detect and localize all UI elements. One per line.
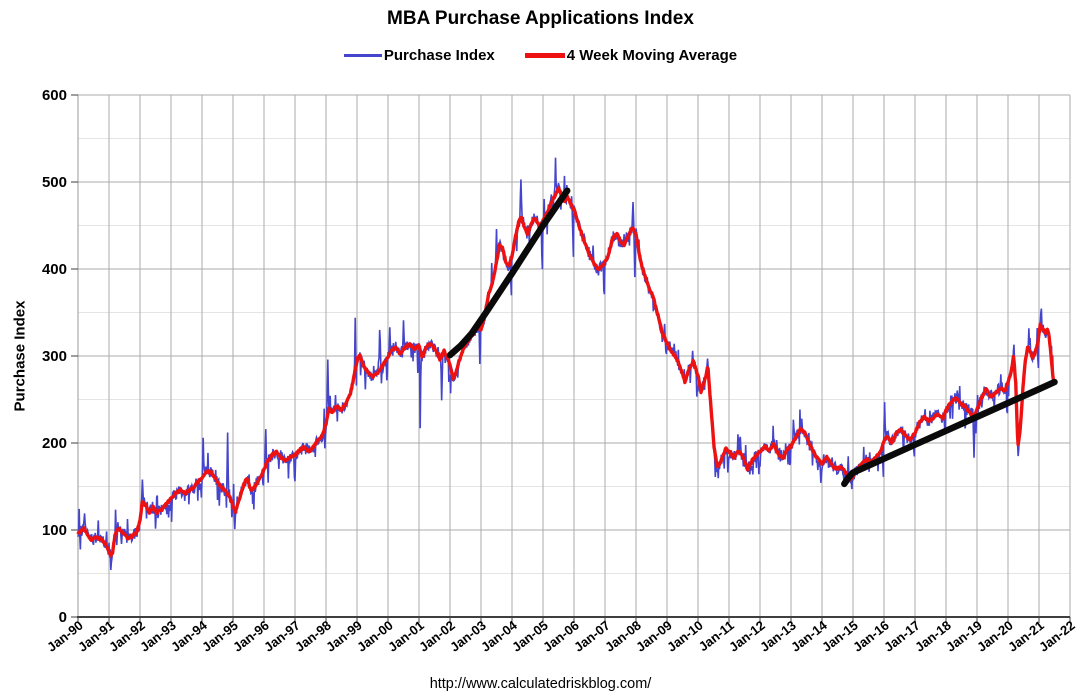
y-axis-tick-label: 400 [42, 261, 67, 278]
y-axis-tick-label: 600 [42, 87, 67, 104]
moving-average-series-line [76, 186, 1055, 558]
source-url: http://www.calculatedriskblog.com/ [429, 676, 652, 692]
legend-label-moving-average: 4 Week Moving Average [566, 47, 738, 64]
y-axis-tick-label: 500 [42, 174, 67, 191]
legend-item-moving-average: 4 Week Moving Average [524, 47, 738, 64]
legend-label-purchase-index: Purchase Index [383, 47, 495, 64]
chart-title: MBA Purchase Applications Index [387, 8, 694, 29]
chart-legend: Purchase Index 4 Week Moving Average [0, 47, 1081, 64]
x-axis-tick-label: Jan-10 [664, 618, 706, 655]
trend-line-annotation [841, 378, 1058, 488]
x-axis-tick-label: Jan-22 [1036, 618, 1078, 655]
purchase-index-series-line [77, 157, 1055, 571]
y-axis-tick-label: 0 [59, 609, 67, 626]
purchase-index-line-swatch [343, 54, 382, 57]
legend-item-purchase-index: Purchase Index [343, 47, 495, 64]
trend-line-annotation [446, 187, 571, 359]
y-axis-tick-label: 200 [42, 435, 67, 452]
y-axis-tick-label: 300 [42, 348, 67, 365]
moving-average-line-swatch [524, 53, 565, 58]
y-axis-tick-label: 100 [42, 522, 67, 539]
